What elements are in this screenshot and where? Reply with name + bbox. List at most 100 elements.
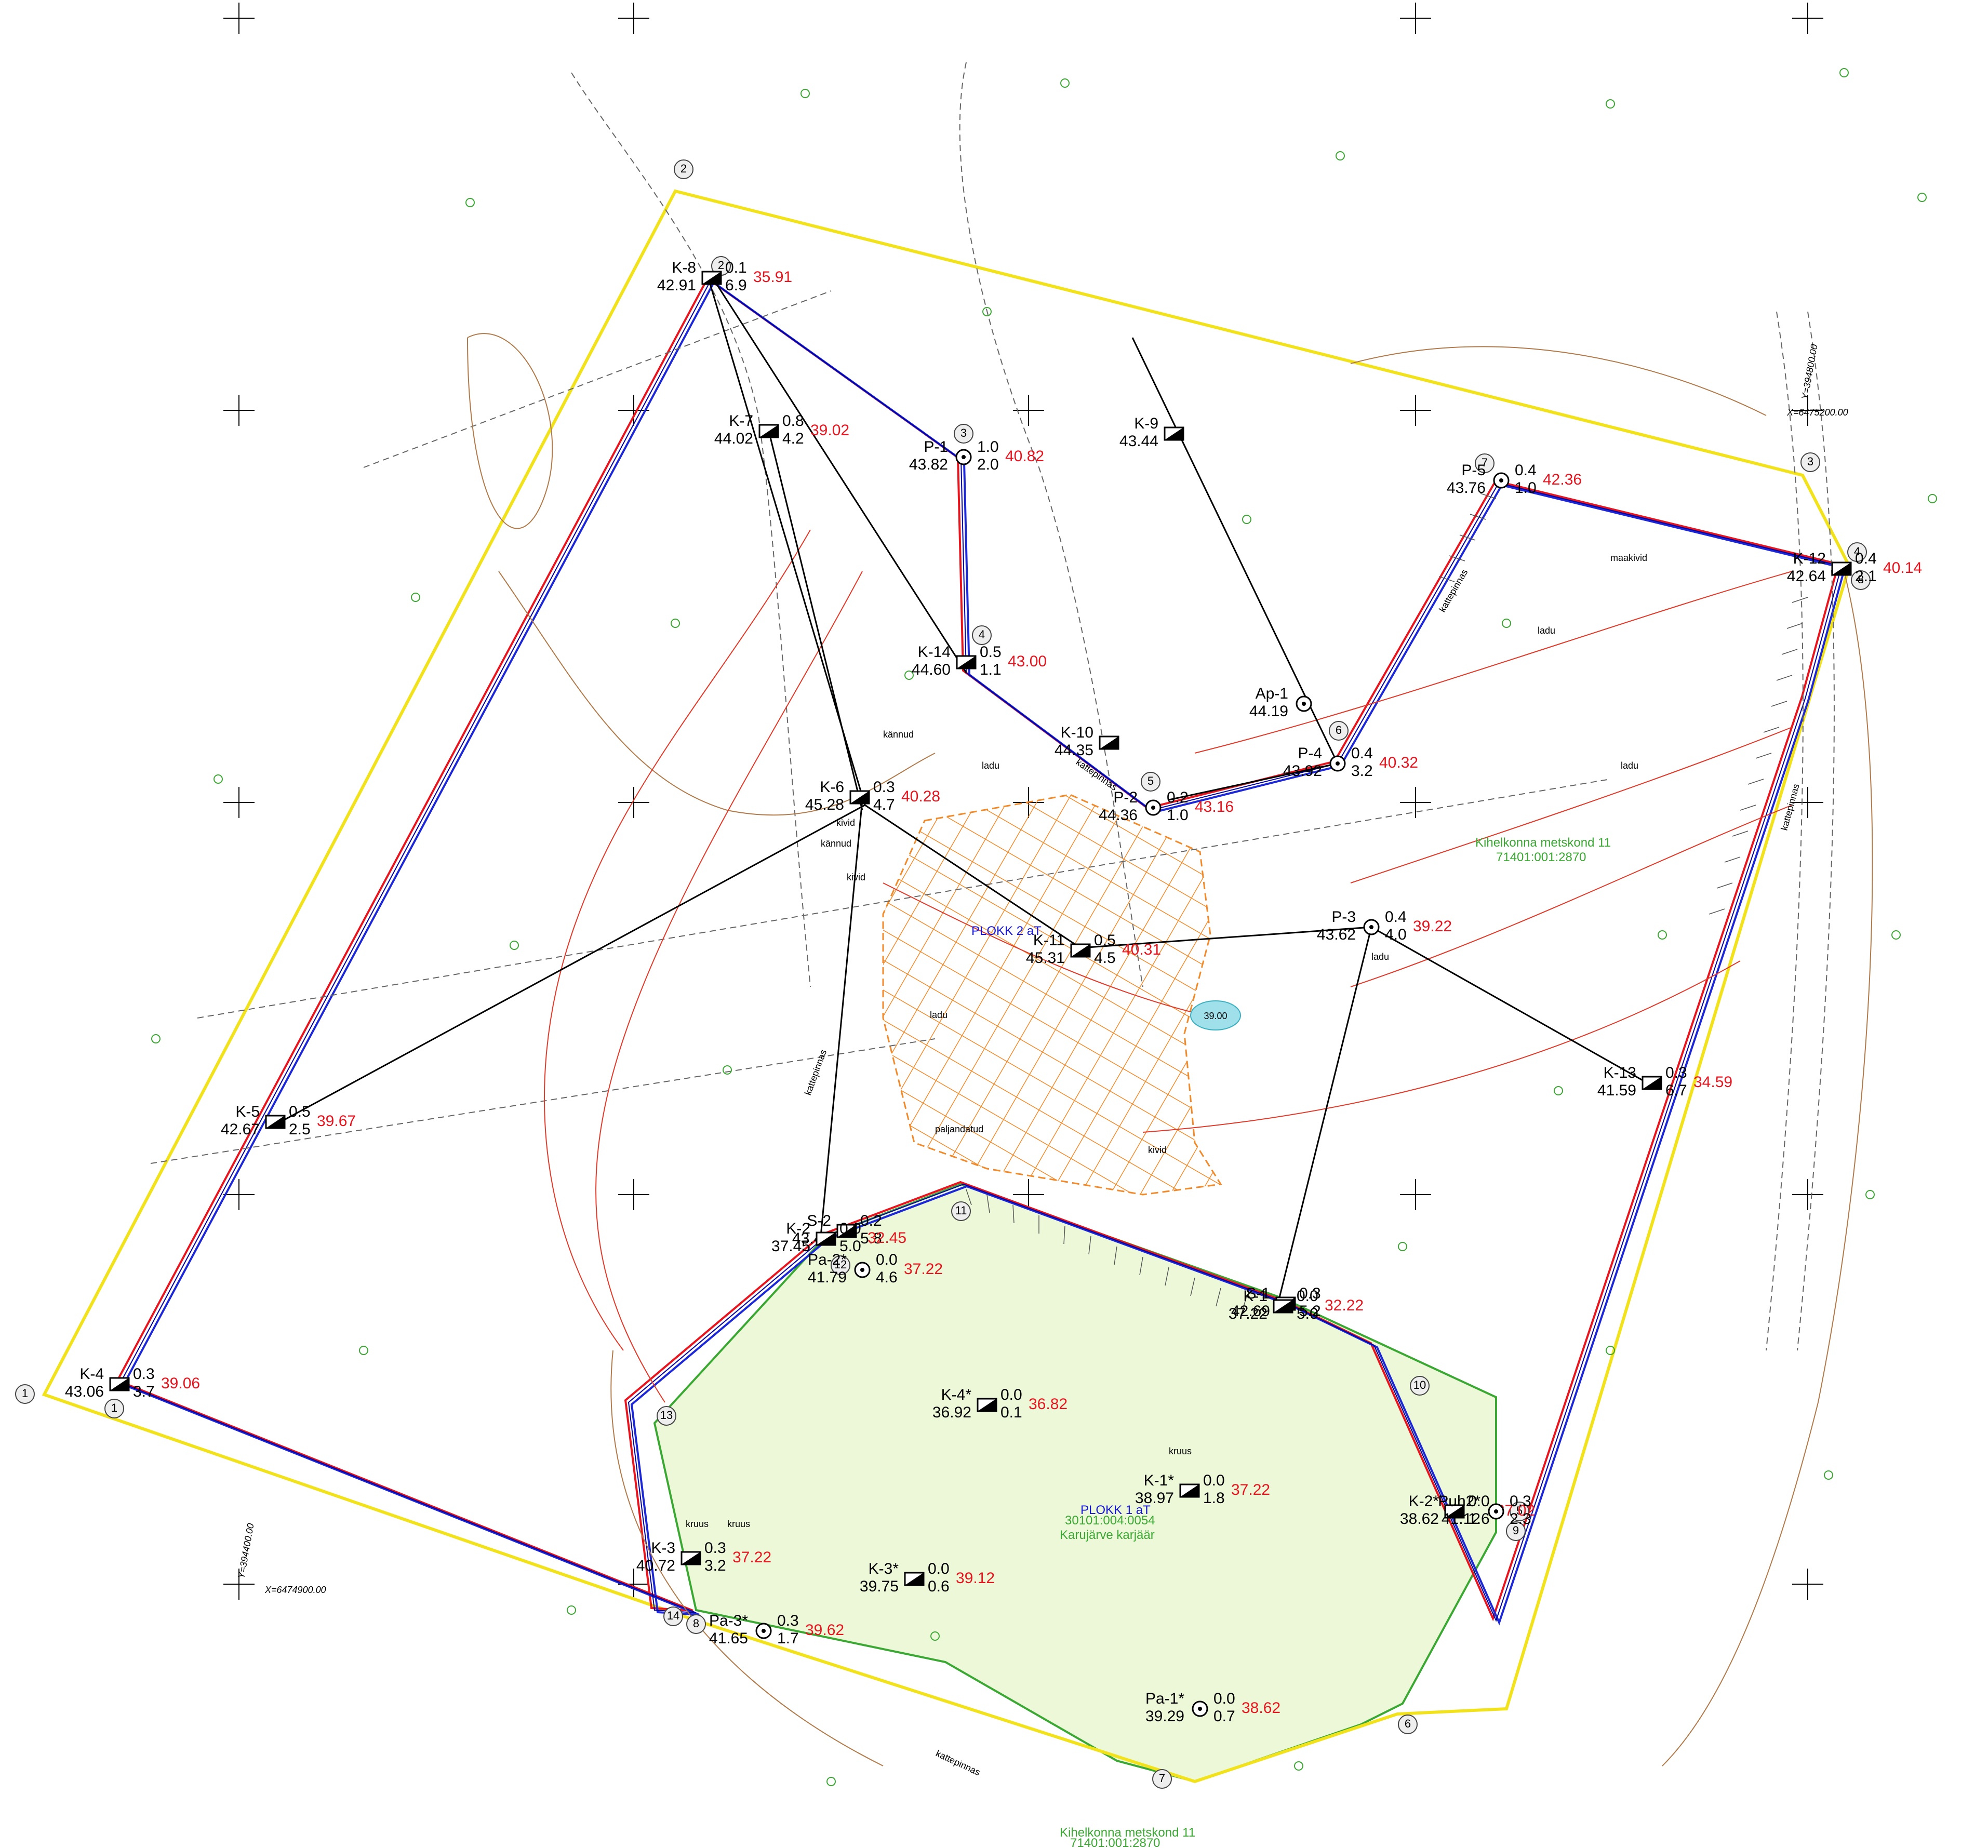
borehole-p-2: P-244.36 0.21.0 43.16 [1099, 789, 1234, 824]
borehole-puh2-: Puh2*41.12 0.32.3 [1438, 1493, 1531, 1528]
borehole-marker-fill [266, 1116, 285, 1128]
svg-text:kännud: kännud [821, 838, 851, 849]
borehole-elevation: 37.22 [1229, 1305, 1267, 1322]
borehole-id: K-13 [1604, 1064, 1636, 1081]
borehole-depth-bottom: 3.2 [704, 1557, 726, 1574]
borehole-elevation: 41.59 [1597, 1082, 1636, 1099]
coord-x-bottom: X=6474900.00 [264, 1585, 326, 1595]
borehole-depth-bottom: 6.9 [725, 277, 747, 294]
borehole-id: K-4* [941, 1386, 972, 1403]
svg-text:kattepinnas: kattepinnas [1074, 757, 1119, 793]
borehole-k-2-: K-2*38.620.01.6 37.02 [1400, 1493, 1535, 1528]
svg-text:paljandatud: paljandatud [935, 1124, 983, 1134]
borehole-base-elevation: 40.31 [1122, 941, 1161, 958]
borehole-depth-bottom: 2.0 [977, 456, 999, 473]
svg-text:3: 3 [1807, 455, 1813, 468]
borehole-elevation: 41.79 [808, 1269, 847, 1286]
parcel-3-code: 71401:001:2870 [1070, 1836, 1160, 1848]
borehole-marker-fill [1643, 1077, 1661, 1089]
borehole-base-elevation: 35.91 [753, 269, 792, 286]
borehole-elevation: 37.45 [771, 1238, 810, 1255]
borehole-elevation: 42.64 [1787, 568, 1826, 585]
borehole-k-3-: K-3*39.75 0.00.6 39.12 [860, 1560, 995, 1595]
borehole-p-5: P-543.76 0.41.0 42.36 [1447, 462, 1582, 497]
borehole-id: S-2 [807, 1212, 831, 1229]
borehole-marker-fill [1100, 736, 1118, 749]
borehole-marker-dot [1198, 1707, 1202, 1711]
borehole-k-7: K-744.02 0.84.2 39.02 [714, 412, 849, 447]
svg-text:12: 12 [834, 1258, 847, 1271]
borehole-depth-top: 0.3 [873, 779, 895, 796]
borehole-depth-top: 0.0 [1213, 1690, 1235, 1707]
borehole-k-8: K-842.91 0.16.9 35.91 [657, 259, 792, 294]
borehole-marker-fill [850, 791, 869, 804]
borehole-marker-dot [1151, 806, 1155, 810]
borehole-depth-bottom: 2.5 [289, 1121, 311, 1138]
borehole-elevation: 38.62 [1400, 1510, 1439, 1528]
borehole-depth-top: 0.4 [1351, 745, 1373, 762]
borehole-base-elevation: 39.62 [805, 1622, 844, 1639]
borehole-base-elevation: 37.22 [1231, 1481, 1270, 1498]
borehole-marker-fill [1071, 944, 1090, 957]
borehole-depth-bottom: 3.7 [133, 1383, 155, 1400]
svg-text:ladu: ladu [1621, 760, 1638, 771]
borehole-marker-fill [978, 1399, 996, 1411]
coord-y-bottom: Y=394400.00 [236, 1522, 256, 1579]
borehole-marker-fill [682, 1552, 700, 1564]
svg-text:kivid: kivid [1148, 1145, 1167, 1155]
borehole-id: Pa-1* [1145, 1690, 1184, 1707]
borehole-marker-fill [837, 1225, 856, 1237]
block-2-label: PLOKK 2 aT [971, 924, 1042, 938]
svg-text:kruus: kruus [686, 1519, 709, 1529]
borehole-base-elevation: 38.62 [1242, 1699, 1280, 1717]
svg-text:4: 4 [1854, 545, 1860, 558]
borehole-id: K-10 [1061, 724, 1093, 741]
borehole-elevation: 43.62 [1317, 926, 1356, 943]
inner-boundary [116, 277, 1846, 1626]
parcel-2-name: Karujärve karjäär [1060, 1528, 1155, 1542]
svg-text:2: 2 [718, 259, 724, 272]
borehole-elevation: 42.67 [221, 1121, 260, 1138]
borehole-base-elevation: 32.45 [868, 1229, 906, 1247]
coord-x-top: X=6475200.00 [1786, 407, 1848, 418]
svg-text:3: 3 [960, 426, 967, 439]
borehole-elevation: 42.69 [1231, 1303, 1270, 1320]
borehole-depth-top: 0.0 [1297, 1288, 1318, 1305]
svg-text:13: 13 [660, 1409, 673, 1422]
borehole-depth-bottom: 1.0 [1515, 479, 1537, 497]
borehole-marker-dot [1336, 761, 1340, 766]
borehole-base-elevation: 37.22 [732, 1549, 771, 1566]
terrain-paths [150, 62, 1835, 1351]
borehole-base-elevation: 39.22 [1413, 918, 1452, 935]
borehole-elevation: 43.92 [1283, 762, 1322, 780]
coord-y-top: Y=394800.00 [1799, 343, 1819, 400]
borehole-elevation: 41.12 [1442, 1510, 1480, 1528]
borehole-k-5: K-542.67 0.52.5 39.67 [221, 1103, 356, 1138]
borehole-marker-dot [1302, 702, 1306, 706]
borehole-id: K-7 [729, 412, 753, 430]
pond [1190, 1000, 1241, 1030]
borehole-id: Pa-3* [709, 1612, 748, 1629]
borehole-base-elevation: 40.28 [901, 788, 940, 805]
borehole-depth-top: 0.1 [725, 259, 747, 276]
borehole-base-elevation: 39.02 [810, 422, 849, 439]
borehole-base-elevation: 43.16 [1195, 798, 1234, 815]
borehole-depth-top: 0.2 [1167, 789, 1189, 806]
borehole-depth-bottom: 4.2 [782, 430, 804, 447]
borehole-depth-bottom: 2.1 [1855, 568, 1877, 585]
borehole-id: P-5 [1461, 462, 1486, 479]
borehole-marker-fill [759, 425, 778, 437]
borehole-id: K-1 [1243, 1288, 1267, 1305]
borehole-k-4: K-443.06 0.33.7 39.06 [65, 1365, 200, 1400]
borehole-depth-top: 0.4 [1855, 550, 1877, 567]
borehole-id: K-1* [1144, 1472, 1175, 1489]
borehole-depth-top: 0.5 [289, 1103, 311, 1120]
borehole-depth-top: 0.3 [704, 1539, 726, 1557]
svg-text:ladu: ladu [930, 1010, 948, 1020]
borehole-id: K-5 [235, 1103, 260, 1120]
borehole-p-3: P-343.62 0.44.0 39.22 [1317, 908, 1452, 943]
borehole-marker-fill [1165, 427, 1183, 440]
